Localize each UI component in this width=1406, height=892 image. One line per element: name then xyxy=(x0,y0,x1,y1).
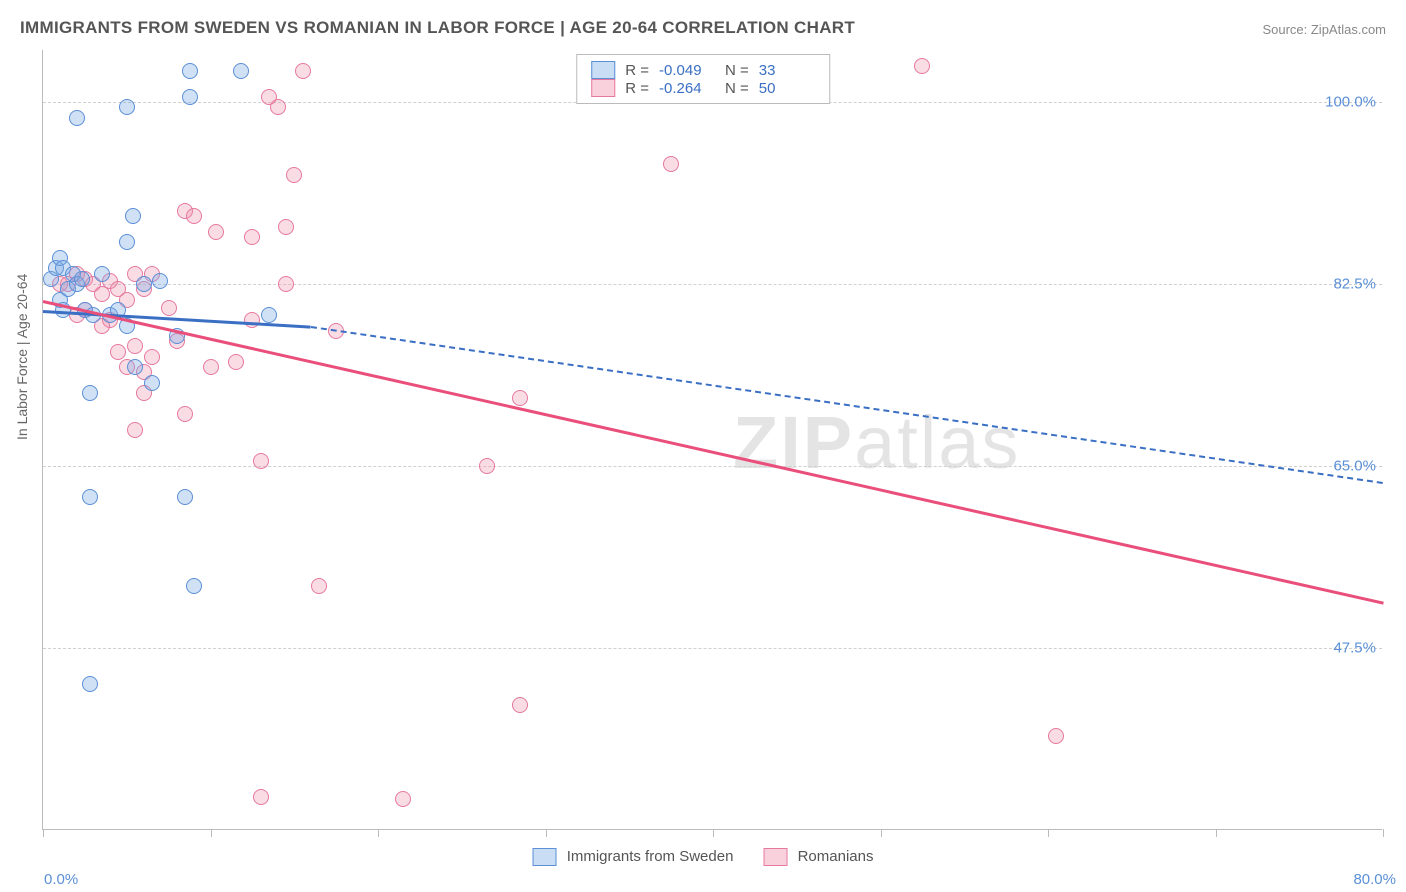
data-point-romanians xyxy=(512,697,528,713)
data-point-sweden xyxy=(186,578,202,594)
gridline xyxy=(43,284,1382,285)
data-point-romanians xyxy=(278,219,294,235)
data-point-romanians xyxy=(1048,728,1064,744)
y-axis-title: In Labor Force | Age 20-64 xyxy=(14,274,30,440)
data-point-sweden xyxy=(152,273,168,289)
data-point-romanians xyxy=(177,406,193,422)
data-point-romanians xyxy=(208,224,224,240)
data-point-romanians xyxy=(311,578,327,594)
data-point-sweden xyxy=(119,234,135,250)
x-axis-max-label: 80.0% xyxy=(1353,871,1396,888)
data-point-romanians xyxy=(914,58,930,74)
data-point-romanians xyxy=(127,422,143,438)
data-point-sweden xyxy=(125,208,141,224)
data-point-sweden xyxy=(136,276,152,292)
swatch-blue-icon xyxy=(533,848,557,866)
data-point-sweden xyxy=(119,99,135,115)
data-point-romanians xyxy=(186,208,202,224)
sweden-n-value: 33 xyxy=(759,62,815,79)
gridline xyxy=(43,648,1382,649)
data-point-romanians xyxy=(244,229,260,245)
legend-item-romanians: Romanians xyxy=(763,848,873,866)
romanians-r-value: -0.264 xyxy=(659,80,715,97)
data-point-sweden xyxy=(82,676,98,692)
x-tick xyxy=(211,829,212,837)
x-tick xyxy=(881,829,882,837)
data-point-sweden xyxy=(261,307,277,323)
data-point-sweden xyxy=(74,271,90,287)
gridline xyxy=(43,466,1382,467)
n-label: N = xyxy=(725,80,749,97)
data-point-romanians xyxy=(253,453,269,469)
sweden-r-value: -0.049 xyxy=(659,62,715,79)
data-point-sweden xyxy=(82,489,98,505)
data-point-sweden xyxy=(144,375,160,391)
y-tick-label: 100.0% xyxy=(1325,94,1376,111)
data-point-romanians xyxy=(663,156,679,172)
data-point-romanians xyxy=(278,276,294,292)
data-point-romanians xyxy=(203,359,219,375)
data-point-romanians xyxy=(261,89,277,105)
source-attribution: Source: ZipAtlas.com xyxy=(1262,22,1386,37)
data-point-romanians xyxy=(144,349,160,365)
data-point-romanians xyxy=(244,312,260,328)
trendline-sweden-extrapolated xyxy=(311,326,1383,484)
x-tick xyxy=(378,829,379,837)
data-point-romanians xyxy=(127,338,143,354)
legend-row-romanians: R = -0.264 N = 50 xyxy=(591,79,815,97)
data-point-sweden xyxy=(82,385,98,401)
legend-row-sweden: R = -0.049 N = 33 xyxy=(591,61,815,79)
data-point-romanians xyxy=(286,167,302,183)
swatch-pink-icon xyxy=(763,848,787,866)
romanians-label: Romanians xyxy=(798,848,874,865)
romanians-n-value: 50 xyxy=(759,80,815,97)
data-point-romanians xyxy=(479,458,495,474)
r-label: R = xyxy=(625,80,649,97)
swatch-pink-icon xyxy=(591,79,615,97)
legend-item-sweden: Immigrants from Sweden xyxy=(533,848,734,866)
r-label: R = xyxy=(625,62,649,79)
x-tick xyxy=(1048,829,1049,837)
x-tick xyxy=(1383,829,1384,837)
chart-title: IMMIGRANTS FROM SWEDEN VS ROMANIAN IN LA… xyxy=(20,18,855,38)
data-point-romanians xyxy=(110,344,126,360)
swatch-blue-icon xyxy=(591,61,615,79)
x-tick xyxy=(713,829,714,837)
watermark: ZIPatlas xyxy=(733,400,1020,485)
data-point-romanians xyxy=(161,300,177,316)
data-point-romanians xyxy=(228,354,244,370)
data-point-romanians xyxy=(295,63,311,79)
y-tick-label: 82.5% xyxy=(1333,276,1376,293)
data-point-sweden xyxy=(182,63,198,79)
data-point-sweden xyxy=(94,266,110,282)
sweden-label: Immigrants from Sweden xyxy=(567,848,734,865)
data-point-sweden xyxy=(233,63,249,79)
series-legend: Immigrants from Sweden Romanians xyxy=(533,848,874,866)
x-axis-min-label: 0.0% xyxy=(44,871,78,888)
x-tick xyxy=(43,829,44,837)
data-point-sweden xyxy=(182,89,198,105)
data-point-romanians xyxy=(395,791,411,807)
scatter-plot-area: ZIPatlas 47.5% 65.0% 82.5% 100.0% xyxy=(42,50,1382,830)
data-point-sweden xyxy=(177,489,193,505)
data-point-sweden xyxy=(69,110,85,126)
data-point-romanians xyxy=(253,789,269,805)
correlation-legend: R = -0.049 N = 33 R = -0.264 N = 50 xyxy=(576,54,830,104)
y-tick-label: 65.0% xyxy=(1333,458,1376,475)
data-point-romanians xyxy=(94,286,110,302)
n-label: N = xyxy=(725,62,749,79)
y-tick-label: 47.5% xyxy=(1333,640,1376,657)
data-point-romanians xyxy=(512,390,528,406)
data-point-sweden xyxy=(127,359,143,375)
x-tick xyxy=(546,829,547,837)
x-tick xyxy=(1216,829,1217,837)
